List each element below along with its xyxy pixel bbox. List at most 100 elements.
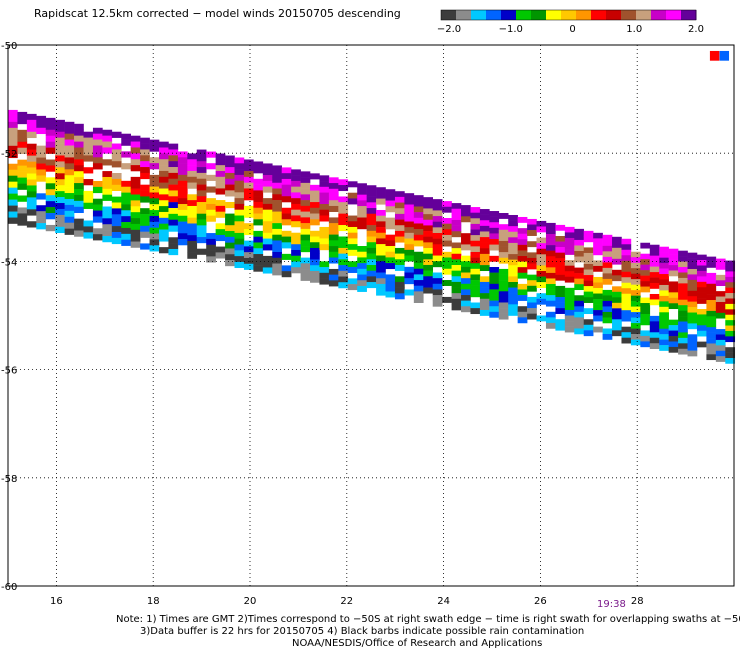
swath-cell [517,267,528,274]
swath-cell [347,192,358,199]
swath-cell [347,261,358,268]
swath-cell [83,196,94,204]
swath-cell [678,283,688,290]
swath-cell [574,228,585,235]
swath-cell [479,253,490,260]
swath-cell [159,247,169,254]
swath-cell [621,260,632,267]
swath-cell [517,228,528,235]
swath-cell [281,190,292,197]
swath-cell [479,248,490,255]
swath-cell [536,237,547,244]
swath-cell [564,243,575,250]
swath-cell [498,308,509,314]
swath-cell [394,276,405,283]
swath-cell [517,216,528,223]
swath-cell [678,267,688,273]
swath-cell [253,265,264,272]
swath-cell [527,241,537,248]
swath-cell [687,296,698,302]
swath-cell [64,157,75,164]
swath-cell [206,186,216,193]
swath-cell [102,182,113,190]
swath-cell [357,188,367,195]
swath-cell [168,172,179,180]
swath-cell [225,178,235,185]
swath-cell [328,274,339,281]
swath-cell [706,343,717,350]
swath-cell [310,236,320,243]
swath-cell [687,274,698,281]
swath-cell [26,185,37,192]
swath-cell [489,272,500,279]
swath-cell [253,184,264,191]
swath-cell [479,309,490,316]
swath-cell [593,299,603,305]
swath-cell [508,270,518,277]
swath-cell [555,324,566,331]
swath-cell [725,314,736,321]
swath-cell [272,223,283,230]
swath-cell [678,261,688,268]
swath-cell [291,169,301,176]
swath-cell [640,286,651,293]
swath-cell [621,288,632,295]
swath-cell [461,233,471,240]
colorbar-tick-label: 0 [569,24,575,35]
swath-cell [706,327,717,333]
swath-cell [621,326,632,333]
swath-cell [92,228,103,235]
colorbar-swatch [621,10,637,20]
swath-cell [243,205,254,212]
swath-cell [564,326,575,333]
swath-cell [45,129,56,136]
swath-cell [376,289,386,296]
swath-cell [140,184,150,191]
swath-cell [479,276,490,283]
swath-cell [706,338,717,344]
swath-cell [423,276,434,283]
y-tick-label: -50 [1,41,17,52]
swath-cell [630,257,641,264]
swath-cell [545,267,556,274]
swath-cell [621,304,632,311]
swath-cell [149,186,160,193]
swath-cell [668,297,679,304]
swath-cell [498,291,509,298]
swath-cell [451,225,462,232]
colorbar-swatch [561,10,577,20]
swath-cell [640,330,651,337]
swath-cell [508,254,518,260]
swath-cell [564,276,575,283]
swath-cell [338,265,349,272]
swath-cell [696,298,707,304]
swath-cell [404,232,415,239]
swath-cell [74,200,84,208]
swath-cell [225,167,235,174]
swath-cell [121,239,131,246]
swath-cell [423,264,434,271]
swath-cell [243,240,254,247]
swath-cell [423,208,434,215]
swath-cell [310,230,320,237]
swath-cell [583,297,594,303]
swath-cell [602,311,613,318]
swath-cell [385,257,396,264]
swath-cell [64,210,75,218]
swath-cell [678,348,688,355]
swath-cell [574,239,585,246]
swath-cell [225,172,235,180]
swath-cell [357,274,367,281]
swath-cell [404,255,415,262]
swath-cell [706,289,717,295]
swath-cell [564,249,575,255]
swath-cell [470,302,481,309]
swath-cell [376,221,386,228]
swath-cell [206,174,216,181]
swath-cell [527,263,537,270]
swath-cell [602,278,613,285]
swath-cell [168,149,179,156]
swath-cell [687,252,698,259]
swath-cell [489,289,500,296]
swath-cell [291,215,301,222]
